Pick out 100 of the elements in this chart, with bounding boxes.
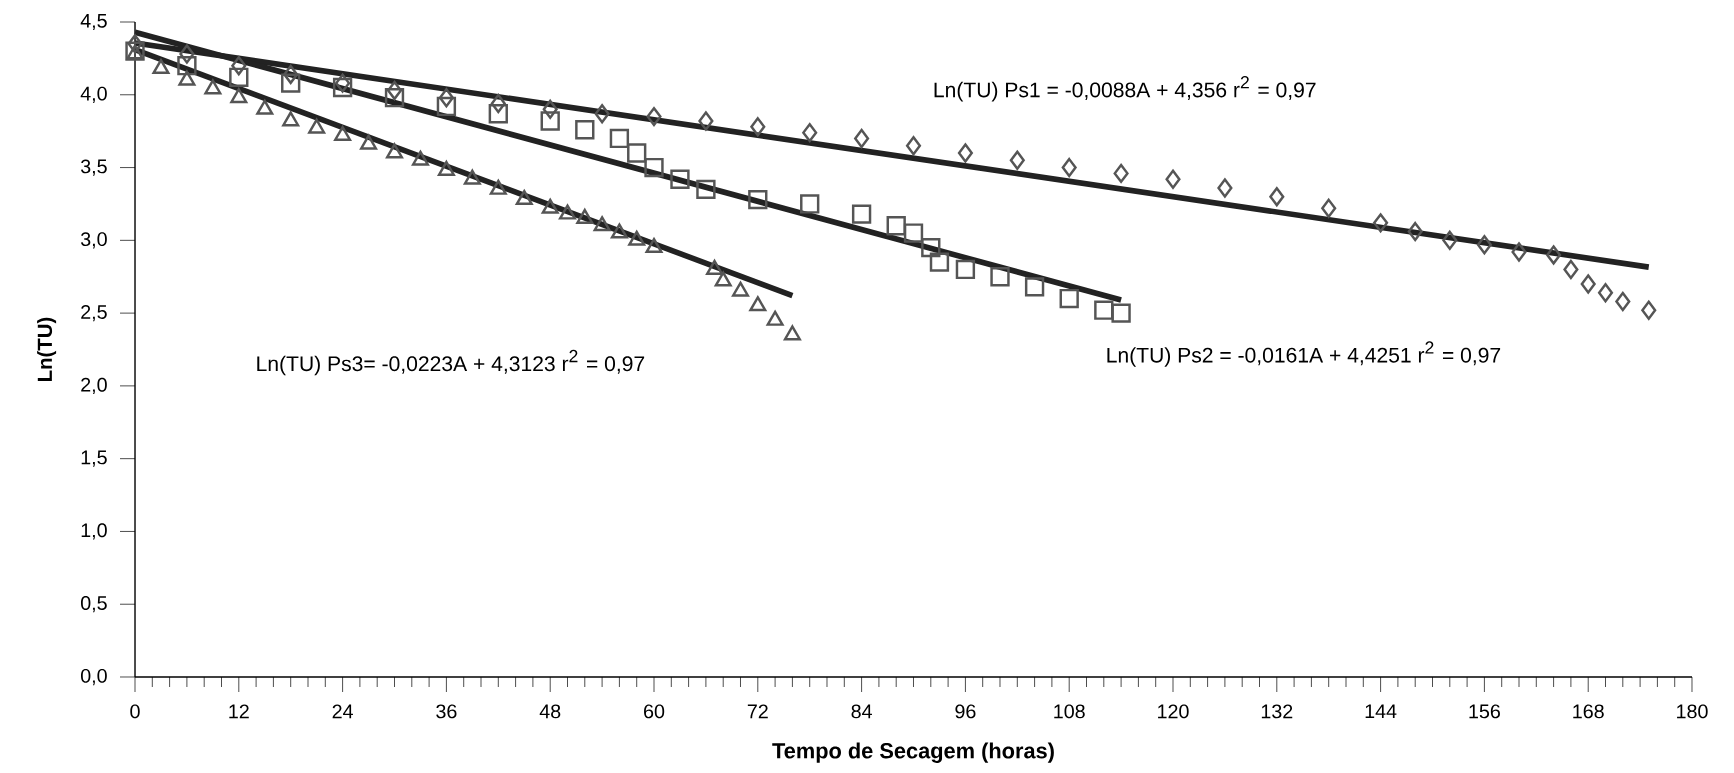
y-tick-label: 4,0 <box>80 86 107 103</box>
point <box>177 56 197 76</box>
point <box>540 111 560 131</box>
x-tick-label: 132 <box>1261 704 1293 719</box>
point <box>575 120 595 140</box>
point <box>783 325 801 341</box>
x-tick-label: 84 <box>851 704 872 719</box>
y-tick-label: 0,5 <box>81 596 107 613</box>
x-tick-label: 0 <box>130 704 140 719</box>
point <box>1641 300 1657 320</box>
point <box>800 194 820 214</box>
point <box>955 259 976 280</box>
point <box>593 216 611 232</box>
point <box>178 70 196 86</box>
point <box>332 77 353 98</box>
point <box>1615 291 1631 312</box>
point <box>627 143 647 163</box>
y-tick-label: 2,0 <box>81 377 107 395</box>
point <box>644 157 664 178</box>
point <box>576 208 594 224</box>
point <box>670 169 690 189</box>
x-tick-label: 48 <box>539 704 561 719</box>
point <box>542 99 558 120</box>
point <box>696 179 716 200</box>
point <box>706 259 724 275</box>
x-tick-label: 180 <box>1677 704 1708 719</box>
y-axis-title: Ln(TU) <box>37 317 57 381</box>
point <box>1476 235 1492 255</box>
point <box>1111 303 1131 323</box>
point <box>360 134 378 150</box>
point <box>179 44 195 64</box>
point <box>731 281 750 297</box>
point <box>1321 198 1337 218</box>
point <box>610 223 628 239</box>
point <box>1563 259 1579 280</box>
x-tick-label: 12 <box>229 704 249 719</box>
y-tick-label: 3,0 <box>81 232 107 249</box>
x-tick-label: 120 <box>1158 704 1189 719</box>
point <box>1442 230 1458 251</box>
point <box>1407 221 1423 242</box>
annotation: Ln(TU) Ps1 = -0,0088A + 4,356 r$^{2}$ = 0,97 <box>934 76 1316 102</box>
point <box>750 117 766 137</box>
point <box>1511 242 1527 262</box>
point <box>1580 274 1596 294</box>
point <box>1217 178 1233 198</box>
point <box>766 310 784 326</box>
point <box>281 73 301 93</box>
x-tick-label: 168 <box>1573 704 1604 719</box>
point <box>645 237 663 254</box>
point <box>1094 300 1114 320</box>
point <box>463 169 481 185</box>
point <box>929 252 950 272</box>
point <box>749 296 767 312</box>
point <box>990 267 1010 287</box>
point <box>1113 163 1129 184</box>
point <box>308 118 326 134</box>
x-tick-label: 96 <box>955 704 976 719</box>
y-tick-label: 2,5 <box>81 305 107 322</box>
point <box>230 88 248 104</box>
point <box>334 125 352 141</box>
point <box>646 106 662 127</box>
point <box>1373 213 1389 233</box>
point <box>1009 150 1025 170</box>
point <box>282 111 300 127</box>
point <box>490 93 506 114</box>
point <box>436 96 457 117</box>
y-tick-label: 4,5 <box>80 13 107 31</box>
point <box>748 189 768 210</box>
point <box>594 104 610 124</box>
point <box>438 88 454 108</box>
y-tick-label: 0,0 <box>81 668 107 686</box>
point <box>921 237 941 258</box>
point <box>854 128 870 149</box>
point <box>802 122 818 143</box>
point <box>905 136 922 156</box>
point <box>1061 157 1077 178</box>
y-tick-label: 1,5 <box>81 450 107 467</box>
point <box>335 73 351 93</box>
point <box>256 99 274 115</box>
point <box>384 88 405 108</box>
point <box>851 204 872 224</box>
point <box>886 216 906 236</box>
point <box>957 143 973 163</box>
point <box>204 79 222 95</box>
point <box>437 160 455 176</box>
point <box>152 58 170 75</box>
point <box>1269 187 1285 207</box>
point <box>1165 169 1181 189</box>
point <box>411 150 429 166</box>
point <box>515 189 533 206</box>
point <box>488 104 508 124</box>
x-tick-label: 72 <box>747 704 768 719</box>
point <box>903 223 924 243</box>
point <box>1546 245 1562 265</box>
point <box>1024 277 1045 297</box>
point <box>609 128 630 149</box>
x-tick-label: 24 <box>332 704 353 719</box>
point <box>283 64 299 85</box>
x-tick-label: 36 <box>436 704 457 719</box>
x-tick-label: 108 <box>1054 704 1085 719</box>
